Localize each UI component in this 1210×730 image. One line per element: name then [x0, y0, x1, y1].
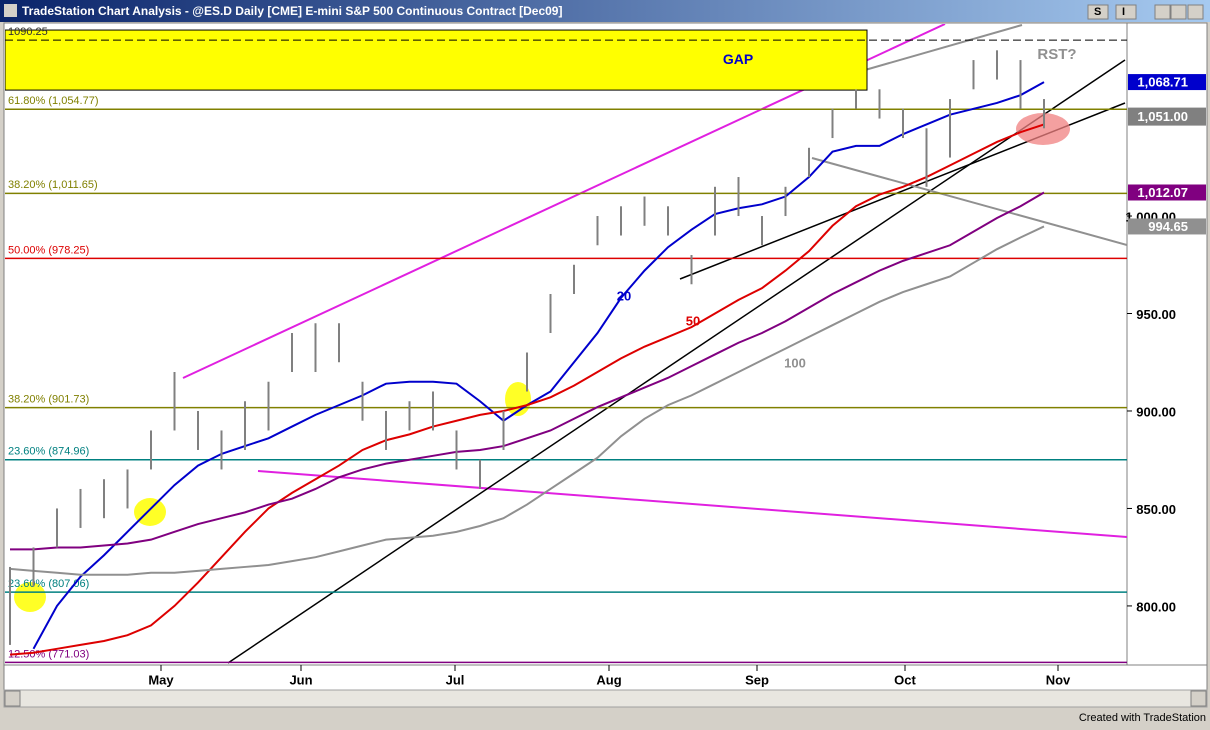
- ma-line: [32, 81, 1045, 650]
- price-box-label: 1,051.00: [1137, 109, 1188, 124]
- scrollbar[interactable]: [3, 689, 1208, 708]
- x-tick-label: Jun: [289, 672, 312, 687]
- price-box: [1128, 74, 1206, 91]
- level-label: 50.00% (978.25): [8, 244, 89, 256]
- y-tick-label: 950.00: [1136, 307, 1176, 322]
- ma-label: 100: [784, 355, 806, 370]
- x-tick-label: Sep: [745, 672, 769, 687]
- trendline: [257, 470, 1127, 538]
- trendline: [864, 24, 1023, 71]
- price-box: [1128, 107, 1206, 126]
- ma-line: [9, 123, 1045, 656]
- highlight: [1016, 113, 1070, 145]
- y-tick-label: 800.00: [1136, 599, 1176, 614]
- scroll-left[interactable]: [4, 690, 21, 707]
- level-label: 61.80% (1,054.77): [8, 95, 99, 107]
- plot: GAP 1090.25 61.80% (1,054.77) 38.20% (1,011…: [5, 24, 1127, 664]
- gap-box: [5, 29, 868, 91]
- ma-label: 20: [617, 288, 631, 303]
- y-tick-label: 850.00: [1136, 502, 1176, 517]
- ma-line: [10, 191, 1045, 551]
- x-tick-label: Aug: [596, 672, 621, 687]
- button-label: I: [1122, 6, 1125, 18]
- level-label: 12.50% (771.03): [8, 648, 89, 660]
- annotation: RST?: [1037, 46, 1076, 63]
- highlight: [134, 498, 166, 526]
- trendline: [227, 59, 1126, 664]
- trendline: [811, 157, 1127, 246]
- ma-line: [9, 225, 1045, 576]
- chart-area: [3, 22, 1208, 692]
- price-box: [1128, 218, 1206, 235]
- button[interactable]: [1115, 4, 1137, 20]
- x-tick-label: Oct: [894, 672, 916, 687]
- highlight: [14, 582, 46, 612]
- price-box-label: 994.65: [1148, 219, 1188, 234]
- x-tick-label: May: [148, 672, 174, 687]
- price-box: [1128, 184, 1206, 201]
- button-label: S: [1094, 6, 1101, 18]
- level-label: 38.20% (901.73): [8, 394, 89, 406]
- gap-label: GAP: [723, 51, 753, 67]
- button[interactable]: [1087, 4, 1109, 20]
- maximize[interactable]: [1170, 4, 1187, 20]
- footer: Created with TradeStation: [1079, 712, 1206, 724]
- y-tick-label: 900.00: [1136, 404, 1176, 419]
- scroll-right[interactable]: [1190, 690, 1207, 707]
- price-box-label: 1,068.71: [1137, 75, 1188, 90]
- level-label: 23.60% (807.06): [8, 578, 89, 590]
- close[interactable]: [1187, 4, 1204, 20]
- x-tick-label: Jul: [446, 672, 465, 687]
- app-icon: [4, 4, 17, 17]
- x-tick-label: Nov: [1046, 672, 1071, 687]
- level-label: 1090.25: [8, 26, 48, 38]
- level-label: 23.60% (874.96): [8, 446, 89, 458]
- price-box-label: 1,012.07: [1137, 185, 1188, 200]
- ma-label: 50: [686, 313, 700, 328]
- minimize[interactable]: [1154, 4, 1171, 20]
- title-bar: [0, 0, 1210, 22]
- window-title: TradeStation Chart Analysis - @ES.D Dail…: [22, 4, 562, 18]
- level-label: 38.20% (1,011.65): [8, 179, 98, 191]
